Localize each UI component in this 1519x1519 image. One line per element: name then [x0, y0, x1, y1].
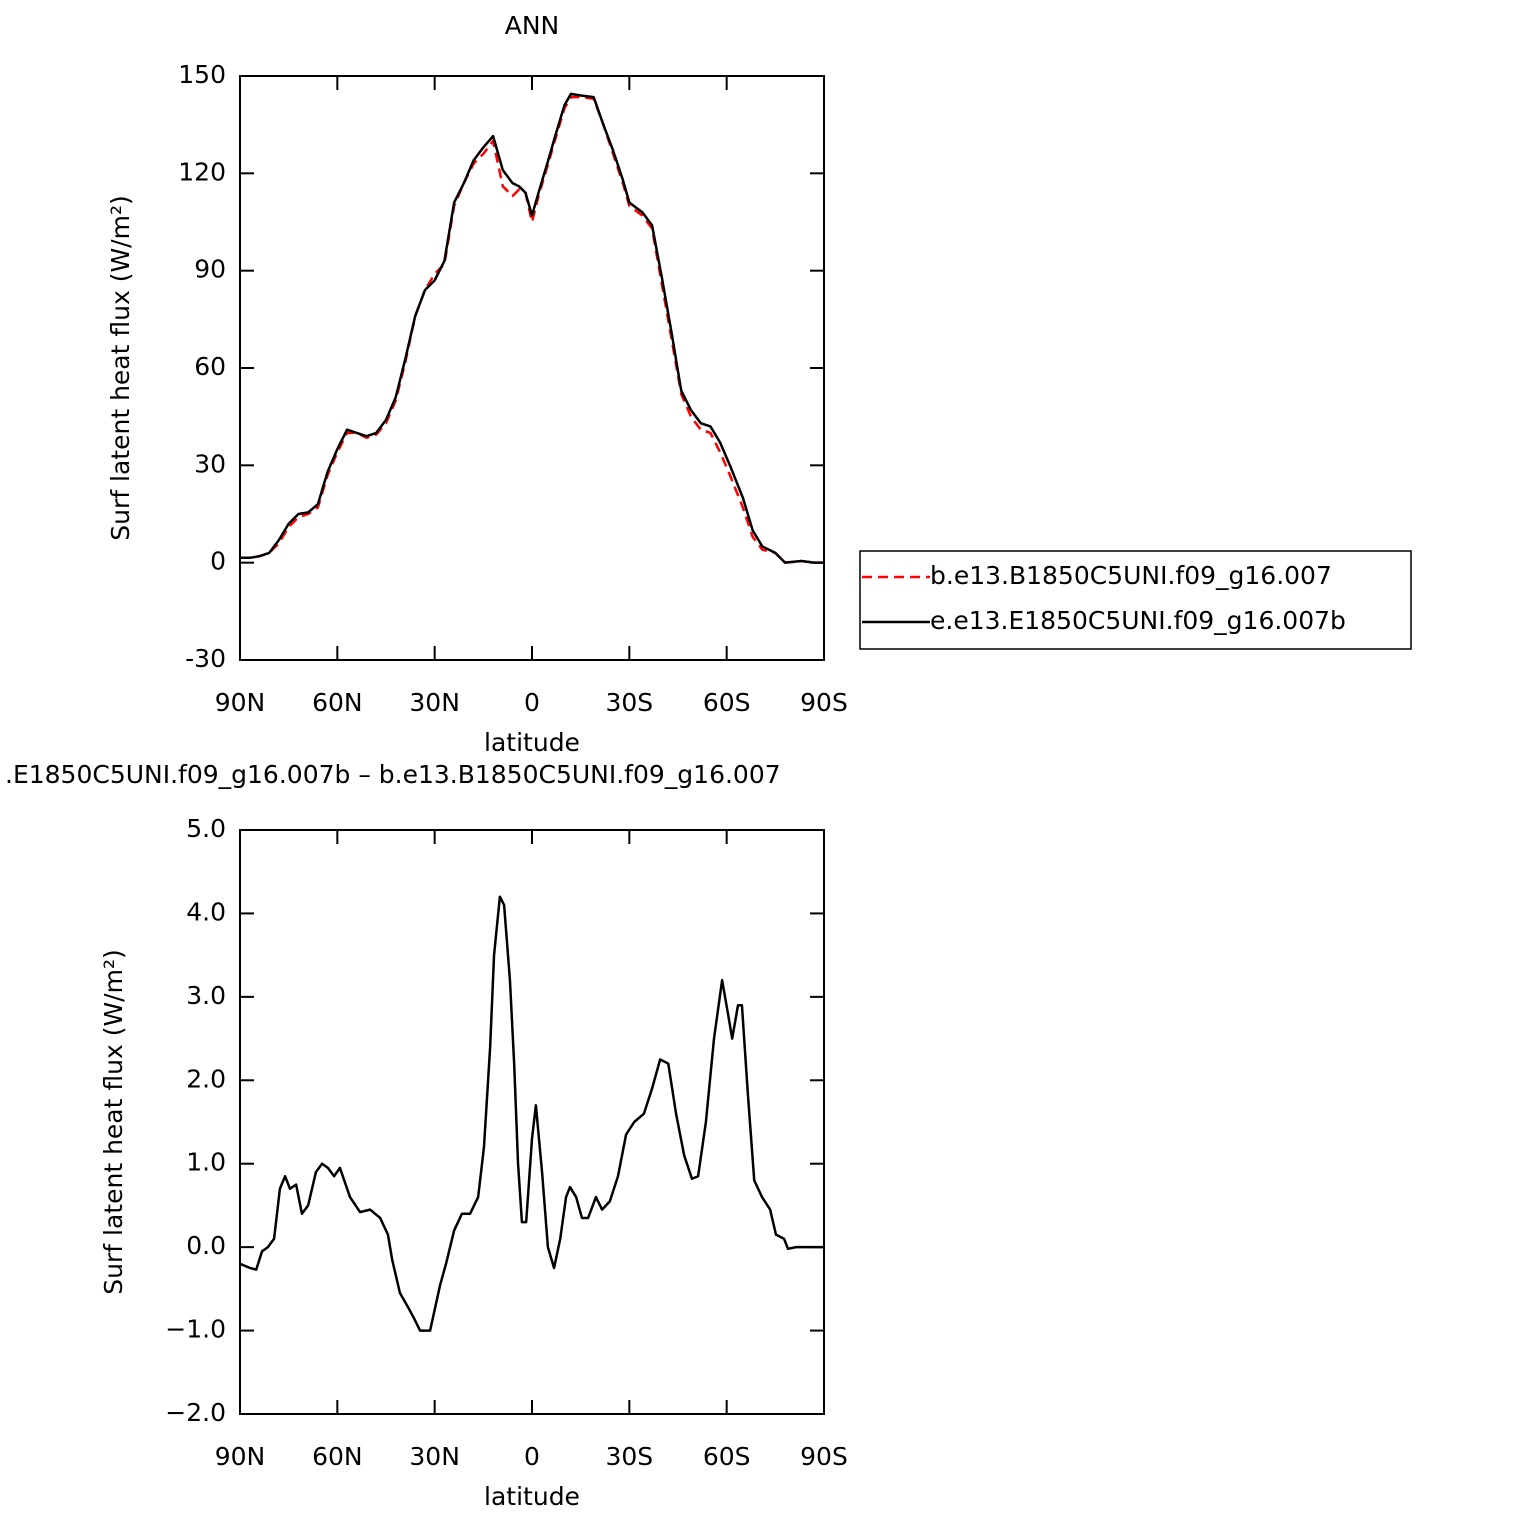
y-tick-label: −2.0 [165, 1398, 226, 1427]
x-tick-label: 60N [312, 688, 363, 717]
x-tick-label: 90S [800, 688, 848, 717]
y-tick-label: 2.0 [186, 1064, 226, 1093]
y-tick-label: -30 [185, 644, 226, 673]
x-tick-label: 30N [409, 688, 460, 717]
chart-title: ANN [505, 11, 560, 40]
y-tick-label: 0.0 [186, 1231, 226, 1260]
y-tick-label: 150 [178, 60, 226, 89]
y-tick-label: 1.0 [186, 1148, 226, 1177]
x-tick-label: 90S [800, 1442, 848, 1471]
y-tick-label: 60 [194, 352, 226, 381]
x-tick-label: 0 [524, 1442, 540, 1471]
x-tick-label: 60S [703, 688, 751, 717]
y-tick-label: 30 [194, 449, 226, 478]
y-tick-label: 90 [194, 255, 226, 284]
x-tick-label: 30S [605, 1442, 653, 1471]
x-axis-label: latitude [484, 1482, 580, 1511]
y-tick-label: 4.0 [186, 897, 226, 926]
y-tick-label: 3.0 [186, 981, 226, 1010]
y-tick-label: 0 [210, 547, 226, 576]
x-tick-label: 0 [524, 688, 540, 717]
x-axis-label: latitude [484, 728, 580, 757]
y-axis-label: Surf latent heat flux (W/m²) [106, 195, 135, 540]
legend-box [859, 550, 1412, 650]
y-tick-label: 120 [178, 157, 226, 186]
x-tick-label: 30S [605, 688, 653, 717]
chart-title: .E1850C5UNI.f09_g16.007b – b.e13.B1850C5… [5, 760, 781, 789]
plot-frame [239, 75, 825, 661]
series-line [240, 95, 824, 564]
y-tick-label: 5.0 [186, 814, 226, 843]
x-tick-label: 30N [409, 1442, 460, 1471]
x-tick-label: 90N [215, 688, 266, 717]
legend-label: e.e13.E1850C5UNI.f09_g16.007b [930, 606, 1346, 635]
series-line [239, 895, 824, 1332]
legend-label: b.e13.B1850C5UNI.f09_g16.007 [930, 561, 1332, 590]
y-axis-label: Surf latent heat flux (W/m²) [99, 949, 128, 1294]
plot-frame [239, 829, 825, 1415]
x-tick-label: 60N [312, 1442, 363, 1471]
x-tick-label: 60S [703, 1442, 751, 1471]
series-line [240, 92, 824, 564]
x-tick-label: 90N [215, 1442, 266, 1471]
y-tick-label: −1.0 [165, 1315, 226, 1344]
